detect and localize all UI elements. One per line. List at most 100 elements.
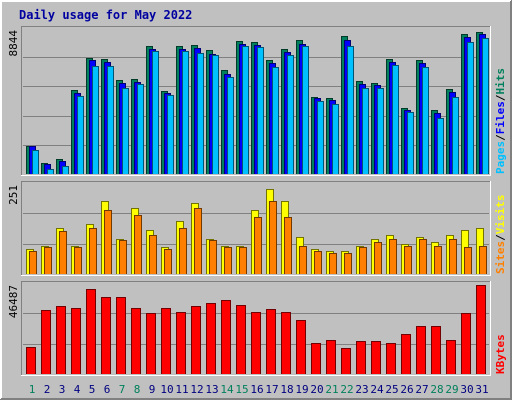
bar-sites-16 bbox=[255, 218, 261, 274]
bar-pages-12 bbox=[198, 54, 203, 174]
bar-pages-3 bbox=[63, 167, 68, 174]
x-tick-label: 15 bbox=[235, 383, 248, 396]
bar-kbytes-14 bbox=[222, 301, 230, 374]
bar-pages-16 bbox=[258, 48, 263, 174]
bar-sites-20 bbox=[315, 252, 321, 274]
bar-sites-3 bbox=[60, 232, 66, 274]
bar-kbytes-15 bbox=[237, 306, 245, 374]
bar-pages-10 bbox=[168, 96, 173, 174]
bar-pages-31 bbox=[483, 39, 488, 174]
x-tick-label: 2 bbox=[44, 383, 51, 396]
x-tick-label: 13 bbox=[205, 383, 218, 396]
y-axis-max-label: 251 bbox=[7, 185, 20, 205]
x-axis-labels: 1 2 3 4 5 6 7 8 9 10 11 12 13 14 15 16 17 18 19 20 21 22 23 24 2… bbox=[29, 383, 489, 396]
bar-pages-11 bbox=[183, 52, 188, 174]
bar-sites-30 bbox=[465, 248, 471, 274]
bar-kbytes-2 bbox=[42, 311, 50, 374]
bar-kbytes-12 bbox=[192, 307, 200, 374]
bar-kbytes-9 bbox=[147, 314, 155, 374]
bar-pages-27 bbox=[423, 68, 428, 174]
bar-kbytes-31 bbox=[477, 286, 485, 374]
chart-panels: 8844Pages/Files/Hits251Sites/Visits46487… bbox=[7, 26, 507, 376]
bar-kbytes-8 bbox=[132, 309, 140, 374]
bar-sites-24 bbox=[375, 243, 381, 274]
bar-kbytes-6 bbox=[102, 298, 110, 374]
bar-pages-30 bbox=[468, 43, 473, 174]
bar-sites-19 bbox=[300, 247, 306, 274]
bar-pages-2 bbox=[48, 170, 53, 174]
bar-sites-21 bbox=[330, 254, 336, 274]
legend-item: / bbox=[494, 234, 507, 241]
bar-sites-5 bbox=[90, 229, 96, 274]
bar-sites-9 bbox=[150, 236, 156, 274]
panel-2: 251 Sites/Visits bbox=[7, 181, 507, 276]
bar-sites-18 bbox=[285, 218, 291, 274]
bar-sites-4 bbox=[75, 248, 81, 274]
bar-sites-12 bbox=[195, 209, 201, 274]
bar-sites-10 bbox=[165, 250, 171, 274]
legend-item: / bbox=[494, 134, 507, 141]
bar-kbytes-18 bbox=[282, 313, 290, 374]
bar-sites-29 bbox=[450, 240, 456, 274]
bar-pages-29 bbox=[453, 98, 458, 174]
bar-sites-22 bbox=[345, 254, 351, 274]
x-tick-label: 22 bbox=[340, 383, 353, 396]
bar-sites-23 bbox=[360, 248, 366, 274]
y-axis-max-label: 8844 bbox=[7, 30, 20, 57]
x-tick-label: 4 bbox=[74, 383, 81, 396]
x-tick-label: 31 bbox=[475, 383, 488, 396]
bar-pages-21 bbox=[333, 105, 338, 174]
bar-kbytes-16 bbox=[252, 313, 260, 374]
bar-pages-28 bbox=[438, 119, 443, 174]
bar-kbytes-22 bbox=[342, 349, 350, 374]
bar-kbytes-27 bbox=[417, 327, 425, 374]
x-tick-label: 26 bbox=[400, 383, 413, 396]
bar-kbytes-17 bbox=[267, 310, 275, 374]
x-tick-label: 7 bbox=[119, 383, 126, 396]
bar-kbytes-10 bbox=[162, 309, 170, 374]
x-tick-label: 5 bbox=[89, 383, 96, 396]
bar-kbytes-28 bbox=[432, 327, 440, 374]
bar-pages-23 bbox=[363, 89, 368, 174]
x-tick-label: 28 bbox=[430, 383, 443, 396]
x-tick-label: 27 bbox=[415, 383, 428, 396]
bar-sites-17 bbox=[270, 202, 276, 274]
bar-sites-6 bbox=[105, 211, 111, 274]
bar-sites-31 bbox=[480, 247, 486, 274]
legend-item: / bbox=[494, 94, 507, 101]
bar-kbytes-30 bbox=[462, 314, 470, 374]
bar-sites-27 bbox=[420, 240, 426, 274]
x-tick-label: 8 bbox=[134, 383, 141, 396]
bar-pages-18 bbox=[288, 56, 293, 174]
bar-kbytes-4 bbox=[72, 309, 80, 374]
bar-sites-13 bbox=[210, 241, 216, 274]
legend-item: Files bbox=[494, 101, 507, 134]
bar-sites-2 bbox=[45, 248, 51, 274]
bar-sites-14 bbox=[225, 248, 231, 274]
bar-pages-15 bbox=[243, 47, 248, 174]
bar-sites-11 bbox=[180, 229, 186, 274]
bar-pages-13 bbox=[213, 56, 218, 174]
x-tick-label: 24 bbox=[370, 383, 384, 396]
bar-kbytes-5 bbox=[87, 290, 95, 374]
x-tick-label: 18 bbox=[280, 383, 293, 396]
x-tick-label: 16 bbox=[250, 383, 263, 396]
bar-pages-19 bbox=[303, 47, 308, 174]
bar-sites-26 bbox=[405, 247, 411, 274]
bar-kbytes-24 bbox=[372, 342, 380, 374]
legend-item: Visits bbox=[494, 195, 507, 235]
x-tick-label: 3 bbox=[59, 383, 66, 396]
x-tick-label: 25 bbox=[385, 383, 398, 396]
bar-sites-25 bbox=[390, 240, 396, 274]
x-tick-label: 1 bbox=[29, 383, 36, 396]
bar-kbytes-23 bbox=[357, 342, 365, 374]
legend-item: Sites bbox=[494, 241, 507, 274]
bar-kbytes-19 bbox=[297, 321, 305, 374]
y-axis-max-label: 46487 bbox=[7, 285, 20, 318]
bar-kbytes-11 bbox=[177, 313, 185, 374]
bar-pages-14 bbox=[228, 78, 233, 174]
legend: Sites/Visits bbox=[494, 195, 507, 275]
bar-pages-20 bbox=[318, 102, 323, 174]
